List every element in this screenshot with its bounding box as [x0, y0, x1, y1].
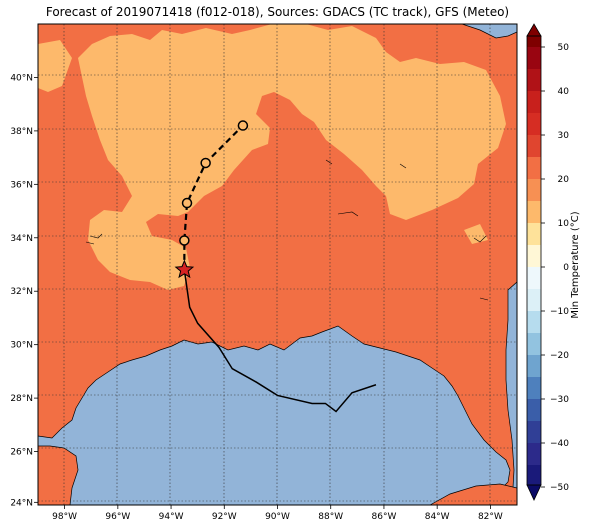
lat-tick-label: 40°N: [10, 73, 33, 83]
axis-ticks: 98°W 96°W 94°W 92°W 90°W 88°W 86°W 84°W 82°W 40°N…: [10, 73, 503, 522]
colorbar-tick-label: 30: [558, 131, 570, 141]
forecast-position-marker: [200, 157, 211, 169]
lat-tick-label: 28°N: [10, 394, 33, 404]
lon-tick-label: 92°W: [212, 512, 237, 522]
colorbar-bottom-arrow: [526, 484, 542, 501]
lon-tick-label: 94°W: [159, 512, 184, 522]
lon-tick-label: 88°W: [318, 512, 343, 522]
map-title: Forecast of 2019071418 (f012-018), Sourc…: [45, 5, 510, 19]
colorbar-label: Min Temperature (°C): [570, 211, 581, 318]
ocean-atlantic: [505, 281, 517, 505]
colorbar-tick-label: 40: [558, 87, 570, 97]
lon-tick-label: 86°W: [372, 512, 397, 522]
colorbar-tick-label: −40: [550, 439, 569, 449]
colorbar-tick-label: −10: [550, 307, 569, 317]
lon-tick-label: 96°W: [105, 512, 130, 522]
forecast-position-marker: [237, 120, 249, 131]
colorbar-tick-label: −20: [550, 351, 569, 361]
colorbar-ticks: 50 40 30 20 10 0 −10 −20 −30 −40 −50: [541, 43, 569, 493]
colorbar-tick-label: 10: [558, 219, 570, 229]
lon-tick-label: 98°W: [52, 512, 77, 522]
lat-tick-label: 36°N: [10, 180, 33, 190]
storm-track: [174, 120, 377, 413]
lat-tick-label: 24°N: [10, 498, 33, 508]
colorbar-frame: [526, 35, 542, 486]
colorbar-tick-label: 20: [558, 175, 570, 185]
cuba-coast: [429, 483, 517, 505]
track-past-line: [183, 269, 377, 413]
lon-tick-label: 90°W: [265, 512, 290, 522]
lat-tick-label: 34°N: [10, 234, 33, 244]
current-position-star-icon: [174, 259, 195, 279]
colorbar-tick-label: −30: [550, 395, 569, 405]
lat-tick-label: 30°N: [10, 341, 33, 351]
lat-tick-label: 38°N: [10, 127, 33, 137]
lat-tick-label: 26°N: [10, 448, 33, 458]
colorbar-tick-label: 50: [558, 43, 570, 53]
colorbar-tick-label: 0: [563, 263, 569, 273]
lat-tick-label: 32°N: [10, 287, 33, 297]
land-cool-region: [38, 24, 506, 290]
colorbar-tick-label: −50: [550, 483, 569, 493]
lon-tick-label: 84°W: [425, 512, 450, 522]
colorbar-bands: [527, 36, 541, 485]
colorbar-top-arrow: [526, 23, 542, 37]
lon-tick-label: 82°W: [478, 512, 503, 522]
forecast-position-marker: [179, 235, 190, 246]
forecast-position-marker: [181, 197, 193, 209]
lake-erie: [461, 24, 517, 39]
lake-marks: [85, 159, 489, 301]
